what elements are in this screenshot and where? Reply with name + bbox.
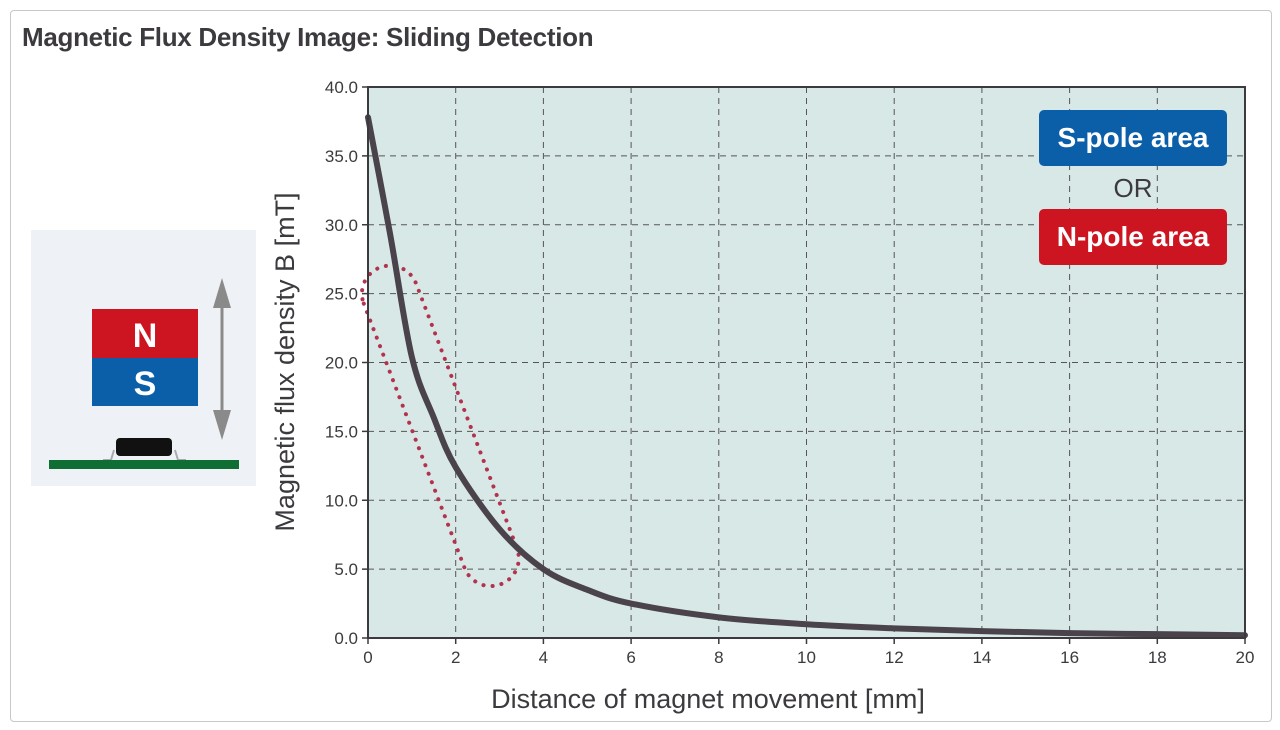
legend-s-pole: S-pole area [1058,122,1209,153]
legend-n-pole: N-pole area [1057,221,1210,252]
circuit-board [49,460,239,469]
magnet-illustration: N S [31,230,256,486]
detection-range-annotation [359,263,521,588]
legend-or: OR [1114,173,1153,203]
y-tick-label: 25.0 [325,285,358,304]
plot-border [367,86,1246,639]
x-tick-label: 10 [797,648,816,667]
north-label: N [133,317,158,355]
y-axis-label: Magnetic flux density B [mT] [270,192,300,531]
x-tick-label: 2 [451,648,460,667]
x-tick-label: 12 [885,648,904,667]
magnet-north-pole [92,309,198,358]
y-tick-label: 15.0 [325,422,358,441]
x-tick-label: 20 [1236,648,1255,667]
x-tick-label: 0 [363,648,372,667]
y-tick-label: 0.0 [334,629,358,648]
y-tick-label: 20.0 [325,354,358,373]
x-tick-label: 8 [714,648,723,667]
double-arrow-icon [213,278,231,440]
y-tick-label: 40.0 [325,78,358,97]
legend: S-pole area OR N-pole area [1039,110,1227,265]
x-axis-label: Distance of magnet movement [mm] [491,684,925,714]
x-tick-label: 6 [626,648,635,667]
y-tick-label: 35.0 [325,147,358,166]
south-label: S [134,365,157,403]
x-tick-label: 14 [972,648,991,667]
x-tick-label: 16 [1060,648,1079,667]
flux-density-curve [365,114,1248,639]
y-tick-label: 5.0 [334,560,358,579]
x-tick-label: 4 [539,648,548,667]
y-tick-label: 30.0 [325,216,358,235]
magnet-sensor-diagram: N S [49,278,239,469]
magnet-south-pole [92,358,198,406]
legend-n-pole-badge [1039,209,1227,265]
legend-s-pole-badge [1039,110,1227,166]
y-tick-label: 10.0 [325,491,358,510]
page-title: Magnetic Flux Density Image: Sliding Det… [22,22,594,52]
x-tick-label: 18 [1148,648,1167,667]
